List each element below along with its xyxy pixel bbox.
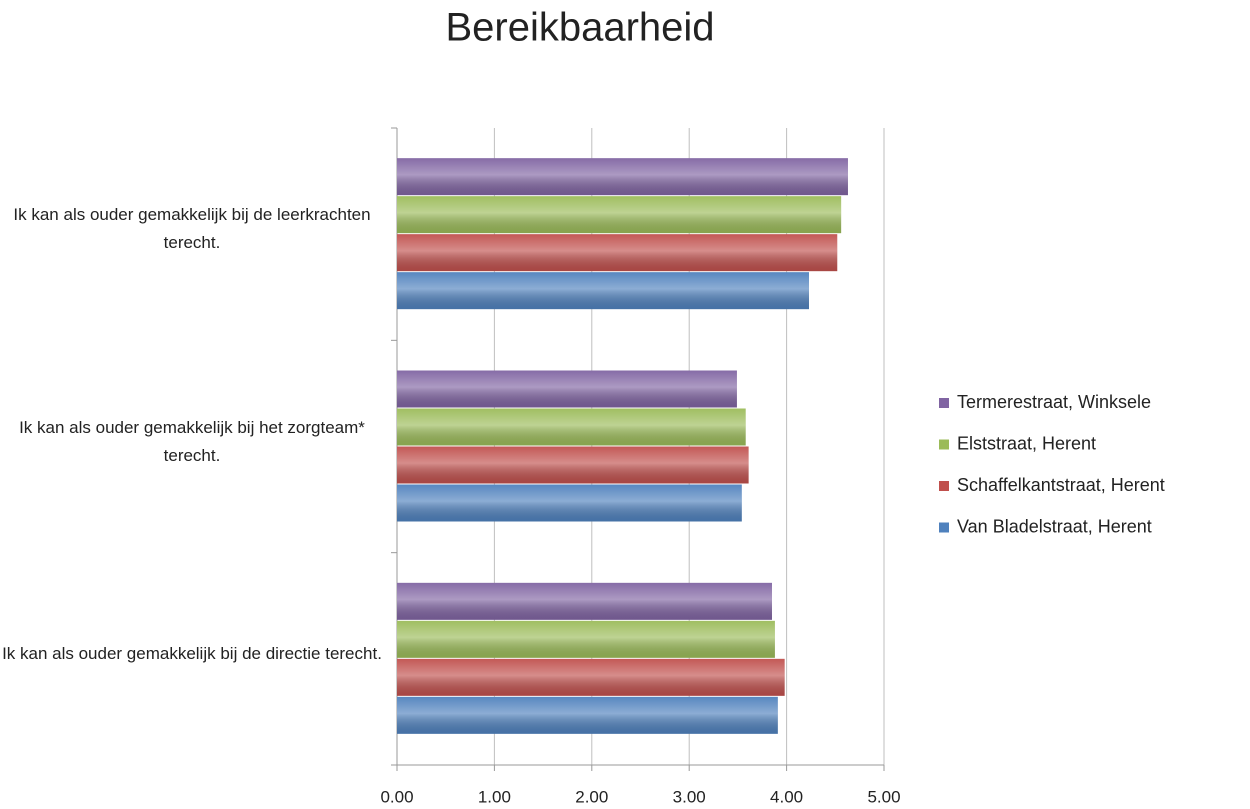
legend-label: Termerestraat, Winksele <box>957 392 1151 412</box>
y-tick-label: Ik kan als ouder gemakkelijk bij het zor… <box>19 417 365 465</box>
bar-shine <box>397 582 772 620</box>
bar-shine <box>397 370 737 408</box>
x-tick-label: 2.00 <box>575 787 608 806</box>
bar-shine <box>397 234 838 272</box>
legend-label: Van Bladelstraat, Herent <box>957 516 1152 536</box>
x-tick-label: 1.00 <box>478 787 511 806</box>
y-tick-label: Ik kan als ouder gemakkelijk bij de dire… <box>2 643 382 663</box>
x-tick-label: 4.00 <box>770 787 803 806</box>
bar-shine <box>397 272 810 310</box>
bar-shine <box>397 196 842 234</box>
bar-shine <box>397 658 785 696</box>
bar-shine <box>397 620 775 658</box>
legend-swatch <box>939 481 949 491</box>
bar-shine <box>397 696 778 734</box>
x-tick-label: 0.00 <box>380 787 413 806</box>
legend-label: Schaffelkantstraat, Herent <box>957 475 1165 495</box>
bar-shine <box>397 408 746 446</box>
bar-shine <box>397 158 848 196</box>
bar-shine <box>397 484 742 522</box>
x-tick-label: 3.00 <box>673 787 706 806</box>
chart-title: Bereikbaarheid <box>445 6 714 50</box>
legend-label: Elststraat, Herent <box>957 433 1096 453</box>
x-tick-label: 5.00 <box>867 787 900 806</box>
bar-shine <box>397 446 749 484</box>
legend-swatch <box>939 398 949 408</box>
legend-swatch <box>939 522 949 533</box>
legend-swatch <box>939 439 949 450</box>
y-tick-label: Ik kan als ouder gemakkelijk bij de leer… <box>13 205 371 253</box>
